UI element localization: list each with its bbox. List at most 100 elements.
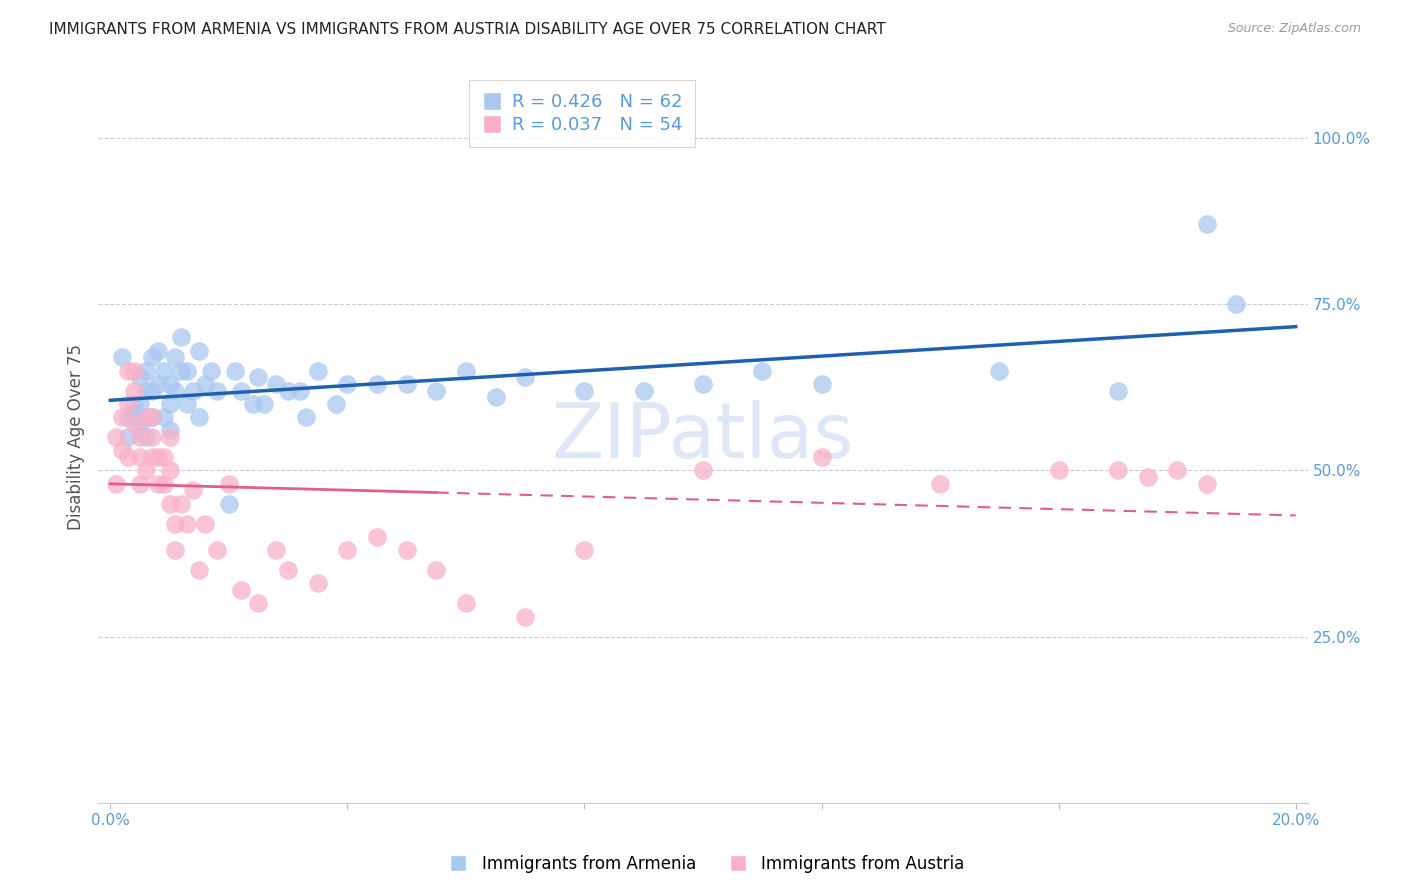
- Point: [141, 351, 163, 365]
- Point: [366, 530, 388, 544]
- Point: [224, 363, 246, 377]
- Point: [692, 376, 714, 391]
- Point: [395, 376, 418, 391]
- Point: [129, 397, 152, 411]
- Point: [229, 384, 252, 398]
- Point: [181, 483, 204, 498]
- Point: [129, 476, 152, 491]
- Point: [194, 376, 217, 391]
- Point: [181, 384, 204, 398]
- Point: [515, 609, 537, 624]
- Point: [218, 497, 240, 511]
- Point: [105, 430, 128, 444]
- Point: [277, 563, 299, 577]
- Point: [277, 384, 299, 398]
- Point: [111, 443, 134, 458]
- Point: [170, 330, 193, 344]
- Point: [159, 376, 181, 391]
- Point: [929, 476, 952, 491]
- Text: ZIPatlas: ZIPatlas: [551, 401, 855, 474]
- Point: [159, 430, 181, 444]
- Point: [247, 370, 270, 384]
- Point: [264, 376, 287, 391]
- Point: [188, 343, 211, 358]
- Point: [159, 497, 181, 511]
- Point: [810, 376, 832, 391]
- Point: [111, 410, 134, 425]
- Point: [574, 543, 596, 558]
- Point: [111, 351, 134, 365]
- Point: [425, 563, 447, 577]
- Point: [1195, 217, 1218, 231]
- Point: [188, 563, 211, 577]
- Point: [307, 576, 329, 591]
- Point: [1107, 384, 1129, 398]
- Point: [122, 363, 145, 377]
- Point: [152, 410, 174, 425]
- Point: [205, 384, 228, 398]
- Point: [135, 384, 157, 398]
- Point: [1166, 463, 1188, 477]
- Point: [633, 384, 655, 398]
- Point: [1107, 463, 1129, 477]
- Point: [264, 543, 287, 558]
- Point: [117, 363, 139, 377]
- Point: [122, 384, 145, 398]
- Point: [188, 410, 211, 425]
- Point: [176, 363, 198, 377]
- Point: [135, 363, 157, 377]
- Point: [176, 516, 198, 531]
- Point: [152, 450, 174, 464]
- Point: [229, 582, 252, 597]
- Point: [122, 410, 145, 425]
- Point: [135, 463, 157, 477]
- Point: [515, 370, 537, 384]
- Point: [288, 384, 311, 398]
- Point: [141, 410, 163, 425]
- Legend: Immigrants from Armenia, Immigrants from Austria: Immigrants from Armenia, Immigrants from…: [434, 848, 972, 880]
- Point: [484, 390, 506, 404]
- Point: [218, 476, 240, 491]
- Point: [141, 410, 163, 425]
- Point: [307, 363, 329, 377]
- Point: [1136, 470, 1159, 484]
- Point: [129, 450, 152, 464]
- Point: [242, 397, 264, 411]
- Point: [146, 450, 169, 464]
- Point: [141, 450, 163, 464]
- Point: [117, 430, 139, 444]
- Point: [105, 476, 128, 491]
- Point: [159, 424, 181, 438]
- Point: [117, 450, 139, 464]
- Point: [395, 543, 418, 558]
- Point: [205, 543, 228, 558]
- Point: [194, 516, 217, 531]
- Point: [1047, 463, 1070, 477]
- Point: [454, 596, 477, 610]
- Point: [425, 384, 447, 398]
- Legend: R = 0.426   N = 62, R = 0.037   N = 54: R = 0.426 N = 62, R = 0.037 N = 54: [468, 80, 696, 147]
- Point: [165, 351, 187, 365]
- Point: [1225, 297, 1247, 311]
- Point: [574, 384, 596, 398]
- Point: [152, 363, 174, 377]
- Point: [336, 543, 359, 558]
- Point: [325, 397, 347, 411]
- Point: [165, 384, 187, 398]
- Point: [170, 363, 193, 377]
- Point: [366, 376, 388, 391]
- Point: [146, 343, 169, 358]
- Point: [135, 410, 157, 425]
- Point: [152, 476, 174, 491]
- Point: [247, 596, 270, 610]
- Point: [170, 497, 193, 511]
- Point: [165, 543, 187, 558]
- Point: [122, 397, 145, 411]
- Point: [751, 363, 773, 377]
- Text: Source: ZipAtlas.com: Source: ZipAtlas.com: [1227, 22, 1361, 36]
- Point: [176, 397, 198, 411]
- Point: [135, 410, 157, 425]
- Text: IMMIGRANTS FROM ARMENIA VS IMMIGRANTS FROM AUSTRIA DISABILITY AGE OVER 75 CORREL: IMMIGRANTS FROM ARMENIA VS IMMIGRANTS FR…: [49, 22, 886, 37]
- Point: [117, 410, 139, 425]
- Point: [1195, 476, 1218, 491]
